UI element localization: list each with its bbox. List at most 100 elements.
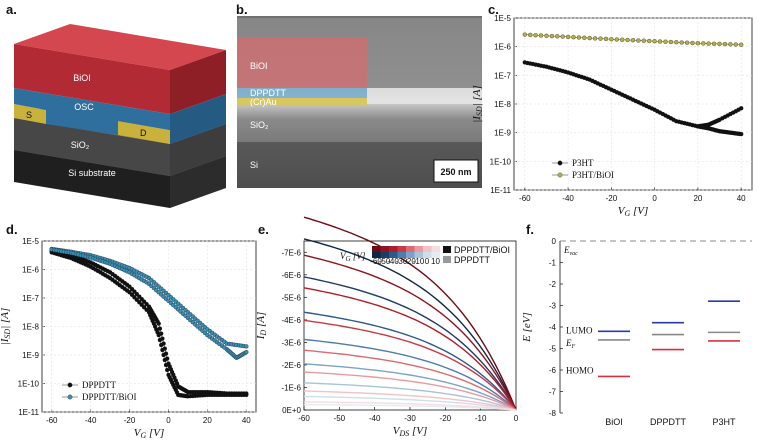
si-substrate-side xyxy=(170,156,226,208)
sem-image: BiOI DPPDTT (Cr)Au SiO₂ Si 250 nm xyxy=(237,16,482,188)
d-data-point xyxy=(163,362,169,368)
e-dppdtt-curve xyxy=(303,363,517,411)
e-xtick-label: -60 xyxy=(298,414,310,423)
c-xtick-label: 20 xyxy=(693,194,702,203)
e-legend-value: 10 xyxy=(431,257,440,266)
e-legend-swatch-pristine xyxy=(380,252,389,258)
d-xtick-label: 20 xyxy=(203,416,212,425)
panel-a-label: a. xyxy=(6,2,17,17)
d-ylabel: |ISD| [A] xyxy=(0,308,12,346)
e-dppdtt-bioi-curve xyxy=(303,254,517,411)
osc-side xyxy=(170,94,226,144)
c-data-point xyxy=(592,36,598,41)
e-legend-swatch-bioi xyxy=(414,246,423,252)
c-xtick-label: 40 xyxy=(737,194,746,203)
e-legend-value: -10 xyxy=(413,257,425,266)
e-legend-value: 0 xyxy=(425,257,430,266)
c-data-point xyxy=(695,41,701,46)
sem-sio2-label: SiO₂ xyxy=(250,120,269,130)
c-data-point xyxy=(630,38,636,43)
chart-d: -60 -40 -20 0 20 40 1E-5 1E-6 1E-7 1E-8 1E-9 1E-10 1… xyxy=(0,237,257,440)
e-xlabel: VDS [V] xyxy=(393,425,428,438)
c-data-point xyxy=(620,37,625,42)
f-category-label: P3HT xyxy=(712,417,736,427)
c-data-point xyxy=(711,41,717,46)
f-lumo-label: LUMO xyxy=(566,325,593,335)
sem-si-label: Si xyxy=(250,160,258,170)
f-ytick-label: -5 xyxy=(549,345,557,354)
f-ytick-label: -7 xyxy=(549,388,557,397)
c-data-point xyxy=(528,32,533,38)
e-ytick-label: -7E-6 xyxy=(281,248,301,257)
d-ytick-label: 1E-9 xyxy=(22,351,39,360)
c-data-point xyxy=(728,42,733,47)
e-legend-swatch-bioi xyxy=(431,246,440,252)
c-data-point xyxy=(549,33,555,39)
e-xtick-label: 0 xyxy=(514,414,519,423)
sem-au-overlay xyxy=(237,98,367,106)
c-legend-marker xyxy=(557,172,563,178)
d-data-point xyxy=(157,326,163,331)
panel-e-label: e. xyxy=(258,222,269,237)
c-data-point xyxy=(522,32,527,37)
source-label: S xyxy=(26,110,32,120)
e-xtick-label: -30 xyxy=(404,414,416,423)
c-xtick-label: 0 xyxy=(652,194,657,203)
c-data-point xyxy=(701,41,706,46)
scalebar-label: 250 nm xyxy=(440,167,471,177)
d-xtick-label: 0 xyxy=(166,416,171,425)
c-data-point xyxy=(603,36,609,42)
c-xtick-label: -60 xyxy=(519,194,531,203)
c-legend-label: P3HT xyxy=(572,158,594,168)
c-data-point xyxy=(555,34,560,39)
e-legend-swatch-bioi xyxy=(397,246,406,252)
d-data-point xyxy=(244,344,249,349)
f-ylabel: E [eV] xyxy=(521,312,533,343)
c-data-point xyxy=(652,39,657,44)
e-ytick-label: -2E-6 xyxy=(281,361,301,370)
d-data-point xyxy=(159,342,164,348)
f-ytick-label: -6 xyxy=(549,366,557,375)
c-legend-marker xyxy=(557,160,563,166)
e-dppdtt-curve xyxy=(303,238,517,411)
d-ytick-label: 1E-6 xyxy=(22,266,39,275)
c-data-point xyxy=(598,36,603,41)
e-dppdtt-bioi-curve xyxy=(303,371,517,411)
e-legend-bioi-marker xyxy=(443,246,451,253)
e-legend-value: -40 xyxy=(387,257,399,266)
e-legend-swatch-bioi xyxy=(423,246,432,252)
c-data-point xyxy=(544,33,549,38)
e-dppdtt-bioi-curve xyxy=(303,216,517,411)
e-dppdtt-bioi-curve xyxy=(303,287,517,411)
c-data-point xyxy=(674,40,679,45)
e-xtick-label: -20 xyxy=(440,414,452,423)
d-data-point xyxy=(244,392,249,398)
panel-d-label: d. xyxy=(6,222,18,237)
c-data-point xyxy=(625,37,630,43)
e-dppdtt-bioi-curve xyxy=(303,319,517,411)
e-legend-swatch-pristine xyxy=(414,252,423,258)
f-evac-label: Evac xyxy=(563,245,578,257)
c-ylabel: |ISD| [A] xyxy=(471,85,484,123)
d-xtick-label: -20 xyxy=(124,416,136,425)
c-data-point xyxy=(679,40,684,45)
sem-dppdtt-overlay xyxy=(237,88,367,98)
osc-layer-label: OSC xyxy=(74,102,94,112)
drain-electrode xyxy=(118,121,170,144)
d-xtick-label: -60 xyxy=(46,416,58,425)
f-ytick-label: -1 xyxy=(549,259,557,268)
e-legend-swatch-pristine xyxy=(406,252,415,258)
device-stack: BiOI OSC S D SiO₂ Si substrate xyxy=(14,24,226,208)
c-data-point xyxy=(614,37,619,42)
d-data-point xyxy=(157,337,163,343)
d-xlabel: VG [V] xyxy=(134,427,165,440)
e-dppdtt-curve xyxy=(303,382,517,411)
c-ytick-label: 1E-10 xyxy=(490,157,512,166)
osc-front xyxy=(14,88,170,135)
c-data-point xyxy=(717,41,722,47)
c-data-point xyxy=(647,38,652,44)
d-series-line xyxy=(51,250,247,394)
e-xtick-label: -40 xyxy=(369,414,381,423)
e-legend-value: -50 xyxy=(379,257,391,266)
e-ytick-label: -6E-6 xyxy=(281,271,301,280)
